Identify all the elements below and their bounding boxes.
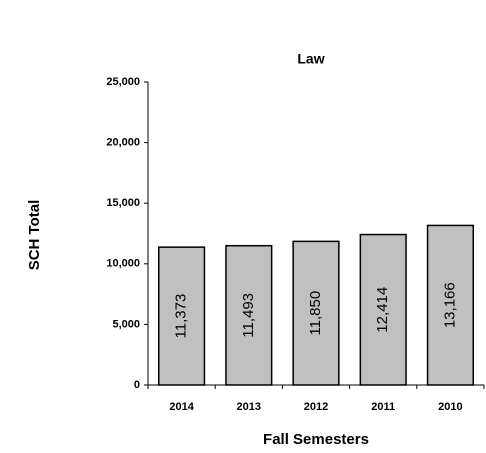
x-tick-label: 2013 (237, 401, 261, 413)
value-label: 11,373 (173, 294, 190, 339)
value-label: 11,493 (240, 293, 257, 338)
x-tick-label: 2014 (169, 401, 194, 413)
y-tick-label: 20,000 (106, 137, 140, 149)
x-tick-label: 2010 (438, 401, 462, 413)
y-tick-label: 25,000 (106, 76, 140, 88)
x-tick-label: 2011 (371, 401, 395, 413)
value-label: 12,414 (374, 287, 391, 333)
y-tick-label: 0 (134, 379, 140, 391)
y-tick-label: 10,000 (106, 258, 140, 270)
y-tick-label: 5,000 (112, 318, 140, 330)
bar (225, 244, 273, 386)
bar (359, 233, 407, 386)
y-tick-label: 15,000 (106, 197, 140, 209)
bar (292, 240, 340, 386)
value-label: 13,166 (441, 282, 458, 328)
bar (158, 246, 206, 386)
x-axis-label: Fall Semesters (263, 431, 369, 448)
bar (426, 224, 474, 386)
y-axis-label: SCH Total (26, 200, 43, 271)
x-tick-label: 2012 (304, 401, 328, 413)
chart-title: Law (297, 51, 324, 67)
value-label: 11,850 (307, 291, 324, 336)
